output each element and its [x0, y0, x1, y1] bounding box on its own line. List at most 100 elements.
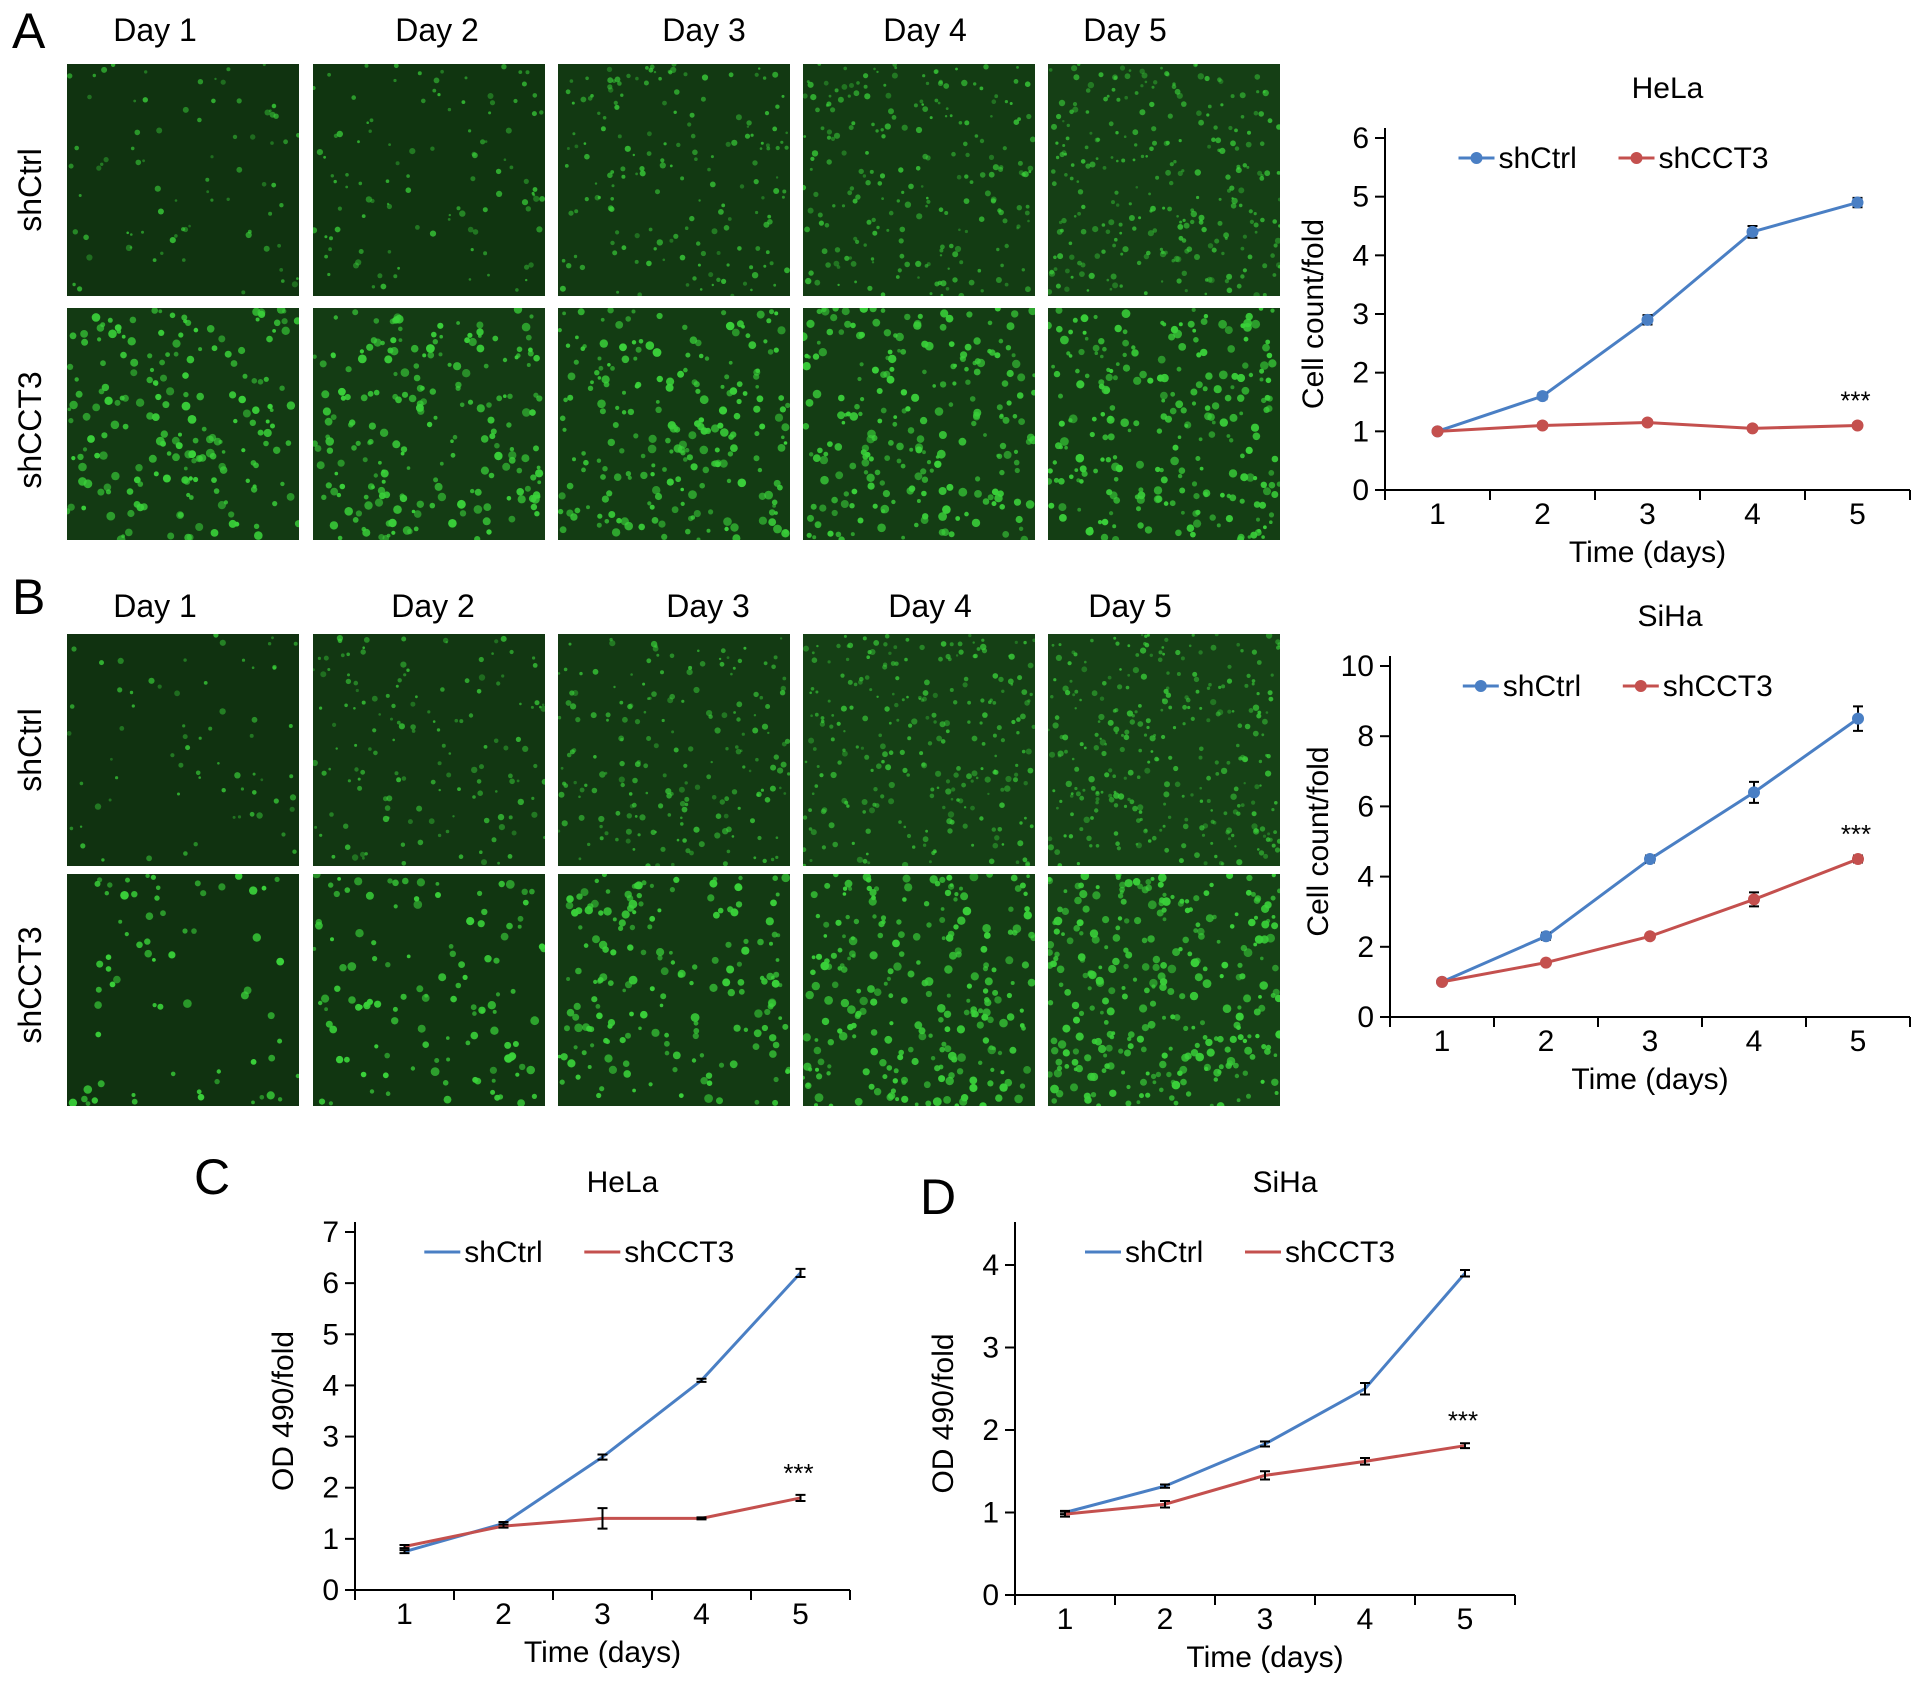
- data-point-shctrl: [1641, 313, 1654, 326]
- error-bar: [399, 1543, 410, 1550]
- x-tick-label: 5: [1457, 1603, 1474, 1636]
- data-point-shcct3: [1436, 975, 1448, 988]
- micrograph-shcct3-day-1: [67, 874, 299, 1106]
- micrograph-shctrl-day-1: [67, 64, 299, 296]
- chart-title: SiHa: [1637, 600, 1702, 633]
- x-axis-label: Time (days): [1186, 1641, 1343, 1674]
- y-tick-label: 0: [322, 1574, 339, 1607]
- micrograph-shcct3-day-5: [1048, 308, 1280, 540]
- y-tick-label: 4: [982, 1249, 999, 1282]
- data-point-shctrl: [1540, 930, 1552, 943]
- chart-title: HeLa: [587, 1166, 659, 1199]
- panel-letter-b: B: [12, 569, 46, 625]
- data-point-shcct3: [1644, 930, 1656, 943]
- panel-a-day-label: Day 4: [883, 12, 967, 48]
- x-tick-label: 2: [1534, 498, 1551, 531]
- y-tick-label: 4: [322, 1369, 339, 1402]
- x-axis-label: Time (days): [1571, 1063, 1728, 1096]
- x-tick-label: 4: [1746, 1025, 1763, 1058]
- x-tick-label: 5: [792, 1598, 809, 1631]
- error-bar: [1260, 1470, 1270, 1481]
- x-tick-label: 1: [1429, 498, 1446, 531]
- error-bar: [795, 1493, 806, 1503]
- data-point-shcct3: [1641, 416, 1654, 429]
- panel-b-day-label: Day 2: [391, 588, 475, 624]
- x-axis-label: Time (days): [1569, 536, 1726, 569]
- y-tick-label: 3: [322, 1421, 339, 1454]
- x-tick-label: 1: [1434, 1025, 1451, 1058]
- error-bar: [696, 1377, 707, 1383]
- micrograph-shctrl-day-1: [67, 634, 299, 866]
- y-tick-label: 1: [1352, 415, 1369, 448]
- panel-a-day-label: Day 1: [113, 12, 197, 48]
- panel-b-day-label: Day 3: [666, 588, 750, 624]
- panel-a-day-label: Day 3: [662, 12, 746, 48]
- y-tick-label: 2: [322, 1472, 339, 1505]
- y-tick-label: 2: [1357, 931, 1374, 964]
- x-tick-label: 1: [1057, 1603, 1074, 1636]
- y-tick-label: 6: [1352, 122, 1369, 155]
- x-tick-label: 4: [1357, 1603, 1374, 1636]
- legend-marker: [1634, 680, 1647, 692]
- y-tick-label: 10: [1341, 650, 1374, 683]
- y-tick-label: 0: [982, 1579, 999, 1612]
- micrograph-shcct3-day-2: [313, 874, 545, 1106]
- y-tick-label: 5: [1352, 181, 1369, 214]
- data-point-shcct3: [1748, 893, 1760, 906]
- panel-a-day-label: Day 2: [395, 12, 479, 48]
- micrograph-shcct3-day-1: [67, 308, 299, 540]
- significance-label: ***: [1841, 819, 1871, 849]
- data-point-shctrl: [1536, 390, 1549, 403]
- data-point-shctrl: [1746, 225, 1759, 238]
- legend-label: shCCT3: [1659, 142, 1769, 175]
- y-tick-label: 1: [322, 1523, 339, 1556]
- error-bar: [1160, 1499, 1170, 1509]
- micrograph-shcct3-day-5: [1048, 874, 1280, 1106]
- panel-b-day-label: Day 1: [113, 588, 197, 624]
- x-tick-label: 2: [1157, 1603, 1174, 1636]
- legend-label: shCtrl: [464, 1236, 542, 1269]
- y-axis-label: Cell count/fold: [1302, 746, 1335, 936]
- legend-label: shCCT3: [1663, 670, 1773, 703]
- legend-label: shCCT3: [1285, 1236, 1395, 1269]
- legend-label: shCtrl: [1125, 1236, 1203, 1269]
- y-tick-label: 6: [322, 1267, 339, 1300]
- data-point-shcct3: [1431, 425, 1444, 438]
- x-axis-label: Time (days): [524, 1636, 681, 1669]
- error-bar: [1460, 1268, 1470, 1278]
- micrograph-shctrl-day-5: [1048, 634, 1280, 866]
- y-axis-label: OD 490/fold: [927, 1333, 960, 1493]
- y-tick-label: 5: [322, 1318, 339, 1351]
- error-bar: [1160, 1483, 1170, 1489]
- legend-label: shCtrl: [1499, 142, 1577, 175]
- y-axis-label: OD 490/fold: [267, 1331, 300, 1491]
- x-tick-label: 5: [1850, 1025, 1867, 1058]
- data-point-shctrl: [1852, 712, 1864, 725]
- y-tick-label: 4: [1357, 861, 1374, 894]
- data-point-shcct3: [1851, 419, 1864, 432]
- y-tick-label: 1: [982, 1497, 999, 1530]
- micrograph-shcct3-day-2: [313, 308, 545, 540]
- legend-label: shCtrl: [1503, 670, 1581, 703]
- x-tick-label: 3: [1639, 498, 1656, 531]
- y-axis-label: Cell count/fold: [1297, 219, 1330, 409]
- micrograph-shctrl-day-2: [313, 64, 545, 296]
- data-point-shcct3: [1540, 956, 1552, 969]
- x-tick-label: 2: [495, 1598, 512, 1631]
- error-bar: [597, 1507, 608, 1530]
- x-tick-label: 2: [1538, 1025, 1555, 1058]
- error-bar: [597, 1453, 608, 1461]
- error-bar: [696, 1516, 707, 1521]
- x-tick-label: 4: [1744, 498, 1761, 531]
- error-bar: [498, 1523, 509, 1529]
- data-point-shctrl: [1644, 853, 1656, 866]
- panel-letter-a: A: [12, 3, 46, 59]
- data-point-shctrl: [1851, 196, 1864, 209]
- x-tick-label: 3: [1257, 1603, 1274, 1636]
- significance-label: ***: [1448, 1406, 1478, 1436]
- y-tick-label: 7: [322, 1216, 339, 1249]
- micrograph-shctrl-day-3: [558, 64, 790, 296]
